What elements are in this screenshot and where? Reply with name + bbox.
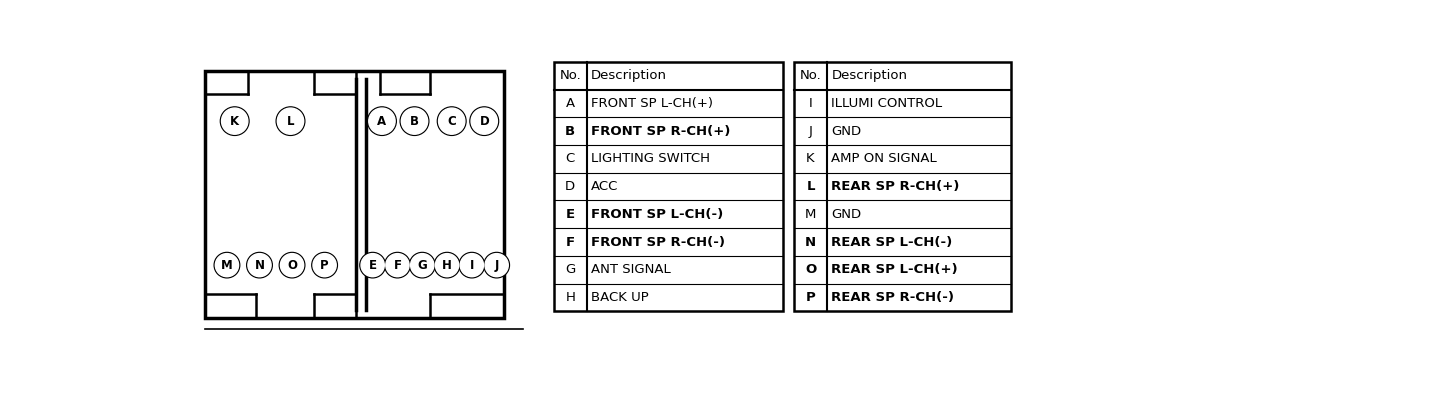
Circle shape [313, 254, 336, 277]
Text: Description: Description [591, 69, 667, 82]
Circle shape [384, 252, 411, 278]
Text: A: A [377, 115, 386, 128]
Text: C: C [447, 115, 456, 128]
Circle shape [360, 252, 386, 278]
Circle shape [277, 108, 304, 134]
Circle shape [483, 252, 510, 278]
Text: REAR SP R-CH(+): REAR SP R-CH(+) [831, 180, 960, 193]
Circle shape [437, 107, 466, 135]
Circle shape [221, 108, 248, 134]
Text: D: D [565, 180, 575, 193]
Text: BACK UP: BACK UP [591, 291, 649, 304]
Text: E: E [368, 259, 377, 272]
Bar [205, 71, 504, 318]
Circle shape [280, 252, 304, 278]
Text: ILLUMI CONTROL: ILLUMI CONTROL [831, 97, 942, 110]
Circle shape [277, 107, 304, 135]
Circle shape [400, 107, 430, 135]
Text: L: L [287, 115, 294, 128]
Text: O: O [287, 259, 297, 272]
Text: F: F [393, 259, 402, 272]
Text: REAR SP R-CH(-): REAR SP R-CH(-) [831, 291, 955, 304]
Text: K: K [807, 152, 815, 165]
Circle shape [459, 252, 485, 278]
Text: ANT SIGNAL: ANT SIGNAL [591, 263, 671, 276]
Text: N: N [805, 236, 815, 248]
Circle shape [470, 107, 498, 135]
Text: N: N [255, 259, 265, 272]
Text: G: G [418, 259, 427, 272]
Circle shape [361, 254, 384, 277]
Text: O: O [805, 263, 817, 276]
Circle shape [402, 108, 428, 134]
Text: M: M [221, 259, 233, 272]
Text: P: P [805, 291, 815, 304]
Text: L: L [807, 180, 815, 193]
Text: P: P [320, 259, 329, 272]
Text: AMP ON SIGNAL: AMP ON SIGNAL [831, 152, 938, 165]
Circle shape [312, 252, 338, 278]
Text: F: F [566, 236, 575, 248]
Bar [795, 62, 1012, 311]
Circle shape [411, 254, 434, 277]
Circle shape [248, 254, 271, 277]
Text: GND: GND [831, 125, 862, 138]
Text: D: D [479, 115, 489, 128]
Circle shape [460, 254, 483, 277]
Text: E: E [566, 208, 575, 221]
Circle shape [435, 254, 459, 277]
Text: ACC: ACC [591, 180, 619, 193]
Circle shape [220, 107, 249, 135]
Text: B: B [565, 125, 575, 138]
Text: A: A [566, 97, 575, 110]
Text: FRONT SP R-CH(+): FRONT SP R-CH(+) [591, 125, 731, 138]
Text: I: I [470, 259, 475, 272]
Circle shape [434, 252, 460, 278]
Circle shape [367, 107, 396, 135]
Text: FRONT SP L-CH(-): FRONT SP L-CH(-) [591, 208, 724, 221]
Text: No.: No. [559, 69, 581, 82]
Text: J: J [495, 259, 499, 272]
Circle shape [409, 252, 435, 278]
Text: REAR SP L-CH(-): REAR SP L-CH(-) [831, 236, 952, 248]
Text: FRONT SP R-CH(-): FRONT SP R-CH(-) [591, 236, 725, 248]
Text: Description: Description [831, 69, 907, 82]
Text: M: M [805, 208, 817, 221]
Bar [553, 62, 783, 311]
Circle shape [438, 108, 464, 134]
Text: I: I [808, 97, 812, 110]
Circle shape [281, 254, 304, 277]
Text: LIGHTING SWITCH: LIGHTING SWITCH [591, 152, 711, 165]
Text: FRONT SP L-CH(+): FRONT SP L-CH(+) [591, 97, 713, 110]
Circle shape [386, 254, 409, 277]
Circle shape [215, 254, 239, 277]
Text: H: H [565, 291, 575, 304]
Text: C: C [565, 152, 575, 165]
Circle shape [214, 252, 240, 278]
Circle shape [368, 108, 395, 134]
Text: H: H [443, 259, 451, 272]
Circle shape [246, 252, 272, 278]
Text: B: B [411, 115, 419, 128]
Text: K: K [230, 115, 239, 128]
Text: REAR SP L-CH(+): REAR SP L-CH(+) [831, 263, 958, 276]
Text: J: J [808, 125, 812, 138]
Text: No.: No. [799, 69, 821, 82]
Text: GND: GND [831, 208, 862, 221]
Text: G: G [565, 263, 575, 276]
Circle shape [485, 254, 508, 277]
Circle shape [472, 108, 498, 134]
